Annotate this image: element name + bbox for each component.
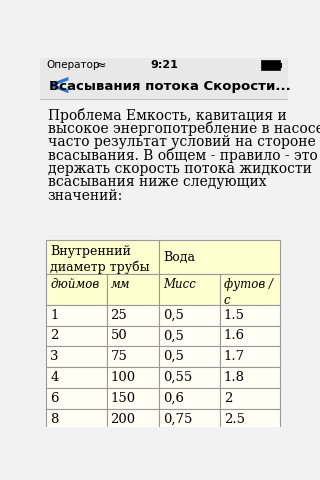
Text: ≈: ≈	[96, 59, 106, 72]
Bar	[107, 305, 159, 325]
Text: 150: 150	[110, 392, 136, 405]
Text: Оператор: Оператор	[46, 60, 100, 70]
Text: 0,5: 0,5	[163, 350, 184, 363]
Bar	[107, 347, 159, 367]
Bar	[220, 408, 280, 430]
Text: 1.8: 1.8	[224, 371, 245, 384]
Bar	[107, 274, 159, 305]
Text: 100: 100	[110, 371, 136, 384]
Bar	[46, 388, 107, 409]
Text: Мисс: Мисс	[163, 278, 196, 291]
Text: 50: 50	[110, 329, 127, 342]
Bar	[46, 305, 107, 325]
Text: 0,6: 0,6	[163, 392, 184, 405]
Bar	[159, 347, 220, 367]
Text: всасывания. В общем - правило - это: всасывания. В общем - правило - это	[48, 148, 317, 163]
Text: 1: 1	[50, 309, 59, 322]
Bar	[159, 325, 220, 347]
Bar	[46, 347, 107, 367]
Bar	[220, 367, 280, 388]
Text: дюймов: дюймов	[50, 278, 99, 291]
Bar	[46, 408, 107, 430]
Text: 8: 8	[50, 413, 59, 426]
Text: 1.6: 1.6	[224, 329, 245, 342]
Bar	[40, 58, 288, 73]
Bar	[159, 240, 280, 274]
Text: 0,5: 0,5	[163, 309, 184, 322]
Bar	[220, 325, 280, 347]
Bar	[159, 305, 220, 325]
Text: <: <	[48, 72, 71, 100]
Text: всасывания ниже следующих: всасывания ниже следующих	[48, 175, 266, 189]
Text: 1.7: 1.7	[224, 350, 245, 363]
Bar	[220, 347, 280, 367]
Bar	[159, 408, 220, 430]
Bar	[46, 367, 107, 388]
Text: футов /
с: футов / с	[224, 278, 273, 307]
Text: 0,75: 0,75	[163, 413, 193, 426]
Bar	[159, 274, 220, 305]
Text: держать скорость потока жидкости: держать скорость потока жидкости	[48, 162, 312, 176]
Text: 200: 200	[110, 413, 136, 426]
Text: высокое энергопотребление в насосе,: высокое энергопотребление в насосе,	[48, 121, 320, 136]
Text: 0,5: 0,5	[163, 329, 184, 342]
Text: Внутренний
диаметр трубы: Внутренний диаметр трубы	[50, 245, 150, 275]
Bar	[46, 274, 107, 305]
Bar	[262, 60, 280, 70]
Bar	[46, 240, 159, 274]
Text: 2: 2	[224, 392, 232, 405]
Bar	[220, 305, 280, 325]
Bar	[46, 325, 107, 347]
Bar	[107, 388, 159, 409]
Bar	[159, 388, 220, 409]
Text: 1.5: 1.5	[224, 309, 245, 322]
Bar	[107, 408, 159, 430]
Text: 2: 2	[50, 329, 59, 342]
Text: часто результат условий на стороне: часто результат условий на стороне	[48, 134, 316, 149]
Text: 0,55: 0,55	[163, 371, 192, 384]
Bar	[107, 325, 159, 347]
Bar	[220, 274, 280, 305]
Text: 75: 75	[110, 350, 127, 363]
Bar	[280, 63, 282, 68]
Text: 9:21: 9:21	[150, 60, 178, 70]
Text: 6: 6	[50, 392, 59, 405]
Text: 3: 3	[50, 350, 59, 363]
Bar	[40, 73, 288, 99]
Text: 4: 4	[50, 371, 59, 384]
Text: 25: 25	[110, 309, 127, 322]
Text: Проблема Емкость, кавитация и: Проблема Емкость, кавитация и	[48, 108, 286, 123]
Text: мм: мм	[110, 278, 130, 291]
Bar	[159, 367, 220, 388]
Text: 2.5: 2.5	[224, 413, 245, 426]
Text: Вода: Вода	[163, 251, 195, 264]
Bar	[220, 388, 280, 409]
Bar	[107, 367, 159, 388]
Text: значений:: значений:	[48, 189, 123, 203]
Text: Всасывания потока Скорости...: Всасывания потока Скорости...	[49, 80, 291, 93]
